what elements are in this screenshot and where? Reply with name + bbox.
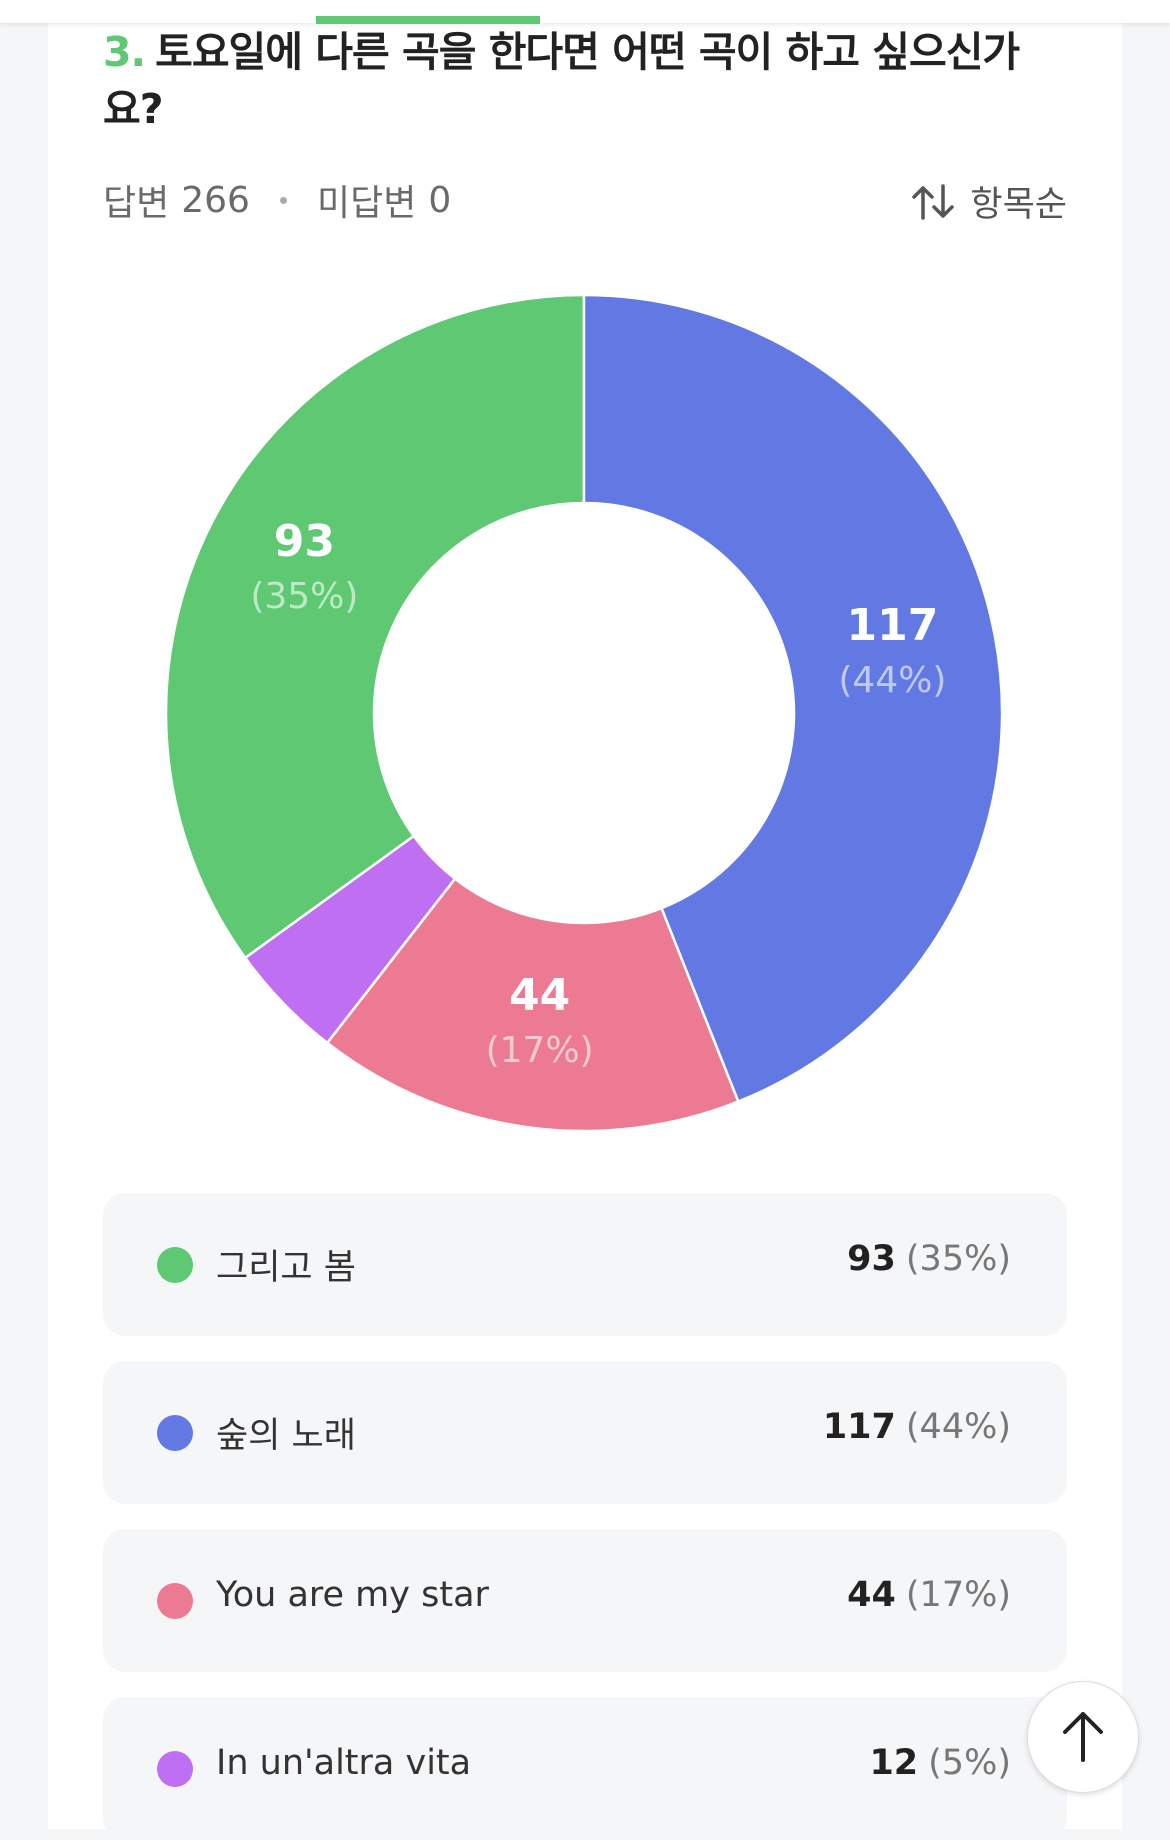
- legend-percent: (5%): [928, 1743, 1011, 1783]
- answered-label: 답변: [103, 183, 170, 224]
- sort-icon: [912, 183, 955, 220]
- legend-dot: [157, 1583, 193, 1619]
- slice-percent-label: (17%): [486, 1030, 594, 1071]
- top-bar: [0, 0, 1170, 24]
- legend-count: 12: [869, 1743, 919, 1783]
- legend-count: 44: [847, 1575, 896, 1615]
- legend-row: In un'altra vita 12 (5%): [103, 1697, 1067, 1840]
- sort-button[interactable]: 항목순: [910, 176, 1067, 227]
- legend-label: 그리고 봄: [216, 1248, 356, 1288]
- scroll-top-button[interactable]: [1027, 1681, 1139, 1793]
- legend-percent: (35%): [905, 1239, 1011, 1279]
- legend-row: 그리고 봄 93 (35%): [103, 1193, 1067, 1336]
- legend-dot: [157, 1247, 193, 1283]
- answered-count: 266: [181, 179, 250, 221]
- arrow-up-icon: [1063, 1712, 1103, 1762]
- legend-row: 숲의 노래 117 (44%): [103, 1361, 1067, 1504]
- slice-value-label: 93: [274, 516, 335, 567]
- unanswered-label: 미답변: [316, 183, 417, 224]
- slice-percent-label: (44%): [838, 660, 946, 701]
- legend-value: 93 (35%): [847, 1239, 1011, 1279]
- question-number: 3.: [103, 28, 146, 76]
- legend-percent: (44%): [905, 1407, 1011, 1447]
- legend-dot: [157, 1415, 193, 1451]
- legend-count: 117: [822, 1407, 896, 1447]
- donut-slice: [164, 293, 586, 960]
- slice-percent-label: (35%): [250, 576, 358, 617]
- slice-value-label: 117: [846, 600, 938, 651]
- legend-dot: [157, 1751, 193, 1787]
- legend-value: 12 (5%): [869, 1743, 1011, 1783]
- donut-slice: [243, 834, 457, 1045]
- legend-label: In un'altra vita: [216, 1743, 472, 1783]
- legend-count: 93: [847, 1239, 896, 1279]
- question-title: 3. 토요일에 다른 곡을 한다면 어떤 곡이 하고 싶으신가요?: [103, 24, 1043, 138]
- slice-value-label: 44: [509, 970, 570, 1021]
- legend-value: 44 (17%): [847, 1575, 1011, 1615]
- legend-label: 숲의 노래: [216, 1416, 356, 1456]
- answer-stats: 답변 266 미답변 0: [103, 174, 451, 226]
- unanswered-count: 0: [428, 179, 452, 221]
- question-text: 토요일에 다른 곡을 한다면 어떤 곡이 하고 싶으신가요?: [103, 28, 1020, 133]
- donut-slice: [325, 876, 740, 1133]
- donut-chart: 93 (35%) 117 (44%) 44 (17%): [164, 293, 1004, 1133]
- legend-row: You are my star 44 (17%): [103, 1529, 1067, 1672]
- donut-slice: [582, 293, 1004, 1104]
- legend-value: 117 (44%): [823, 1407, 1011, 1447]
- tab-indicator: [316, 16, 540, 24]
- sort-label: 항목순: [970, 185, 1067, 225]
- separator: [279, 196, 287, 204]
- legend-percent: (17%): [905, 1575, 1011, 1615]
- legend-label: You are my star: [216, 1575, 489, 1615]
